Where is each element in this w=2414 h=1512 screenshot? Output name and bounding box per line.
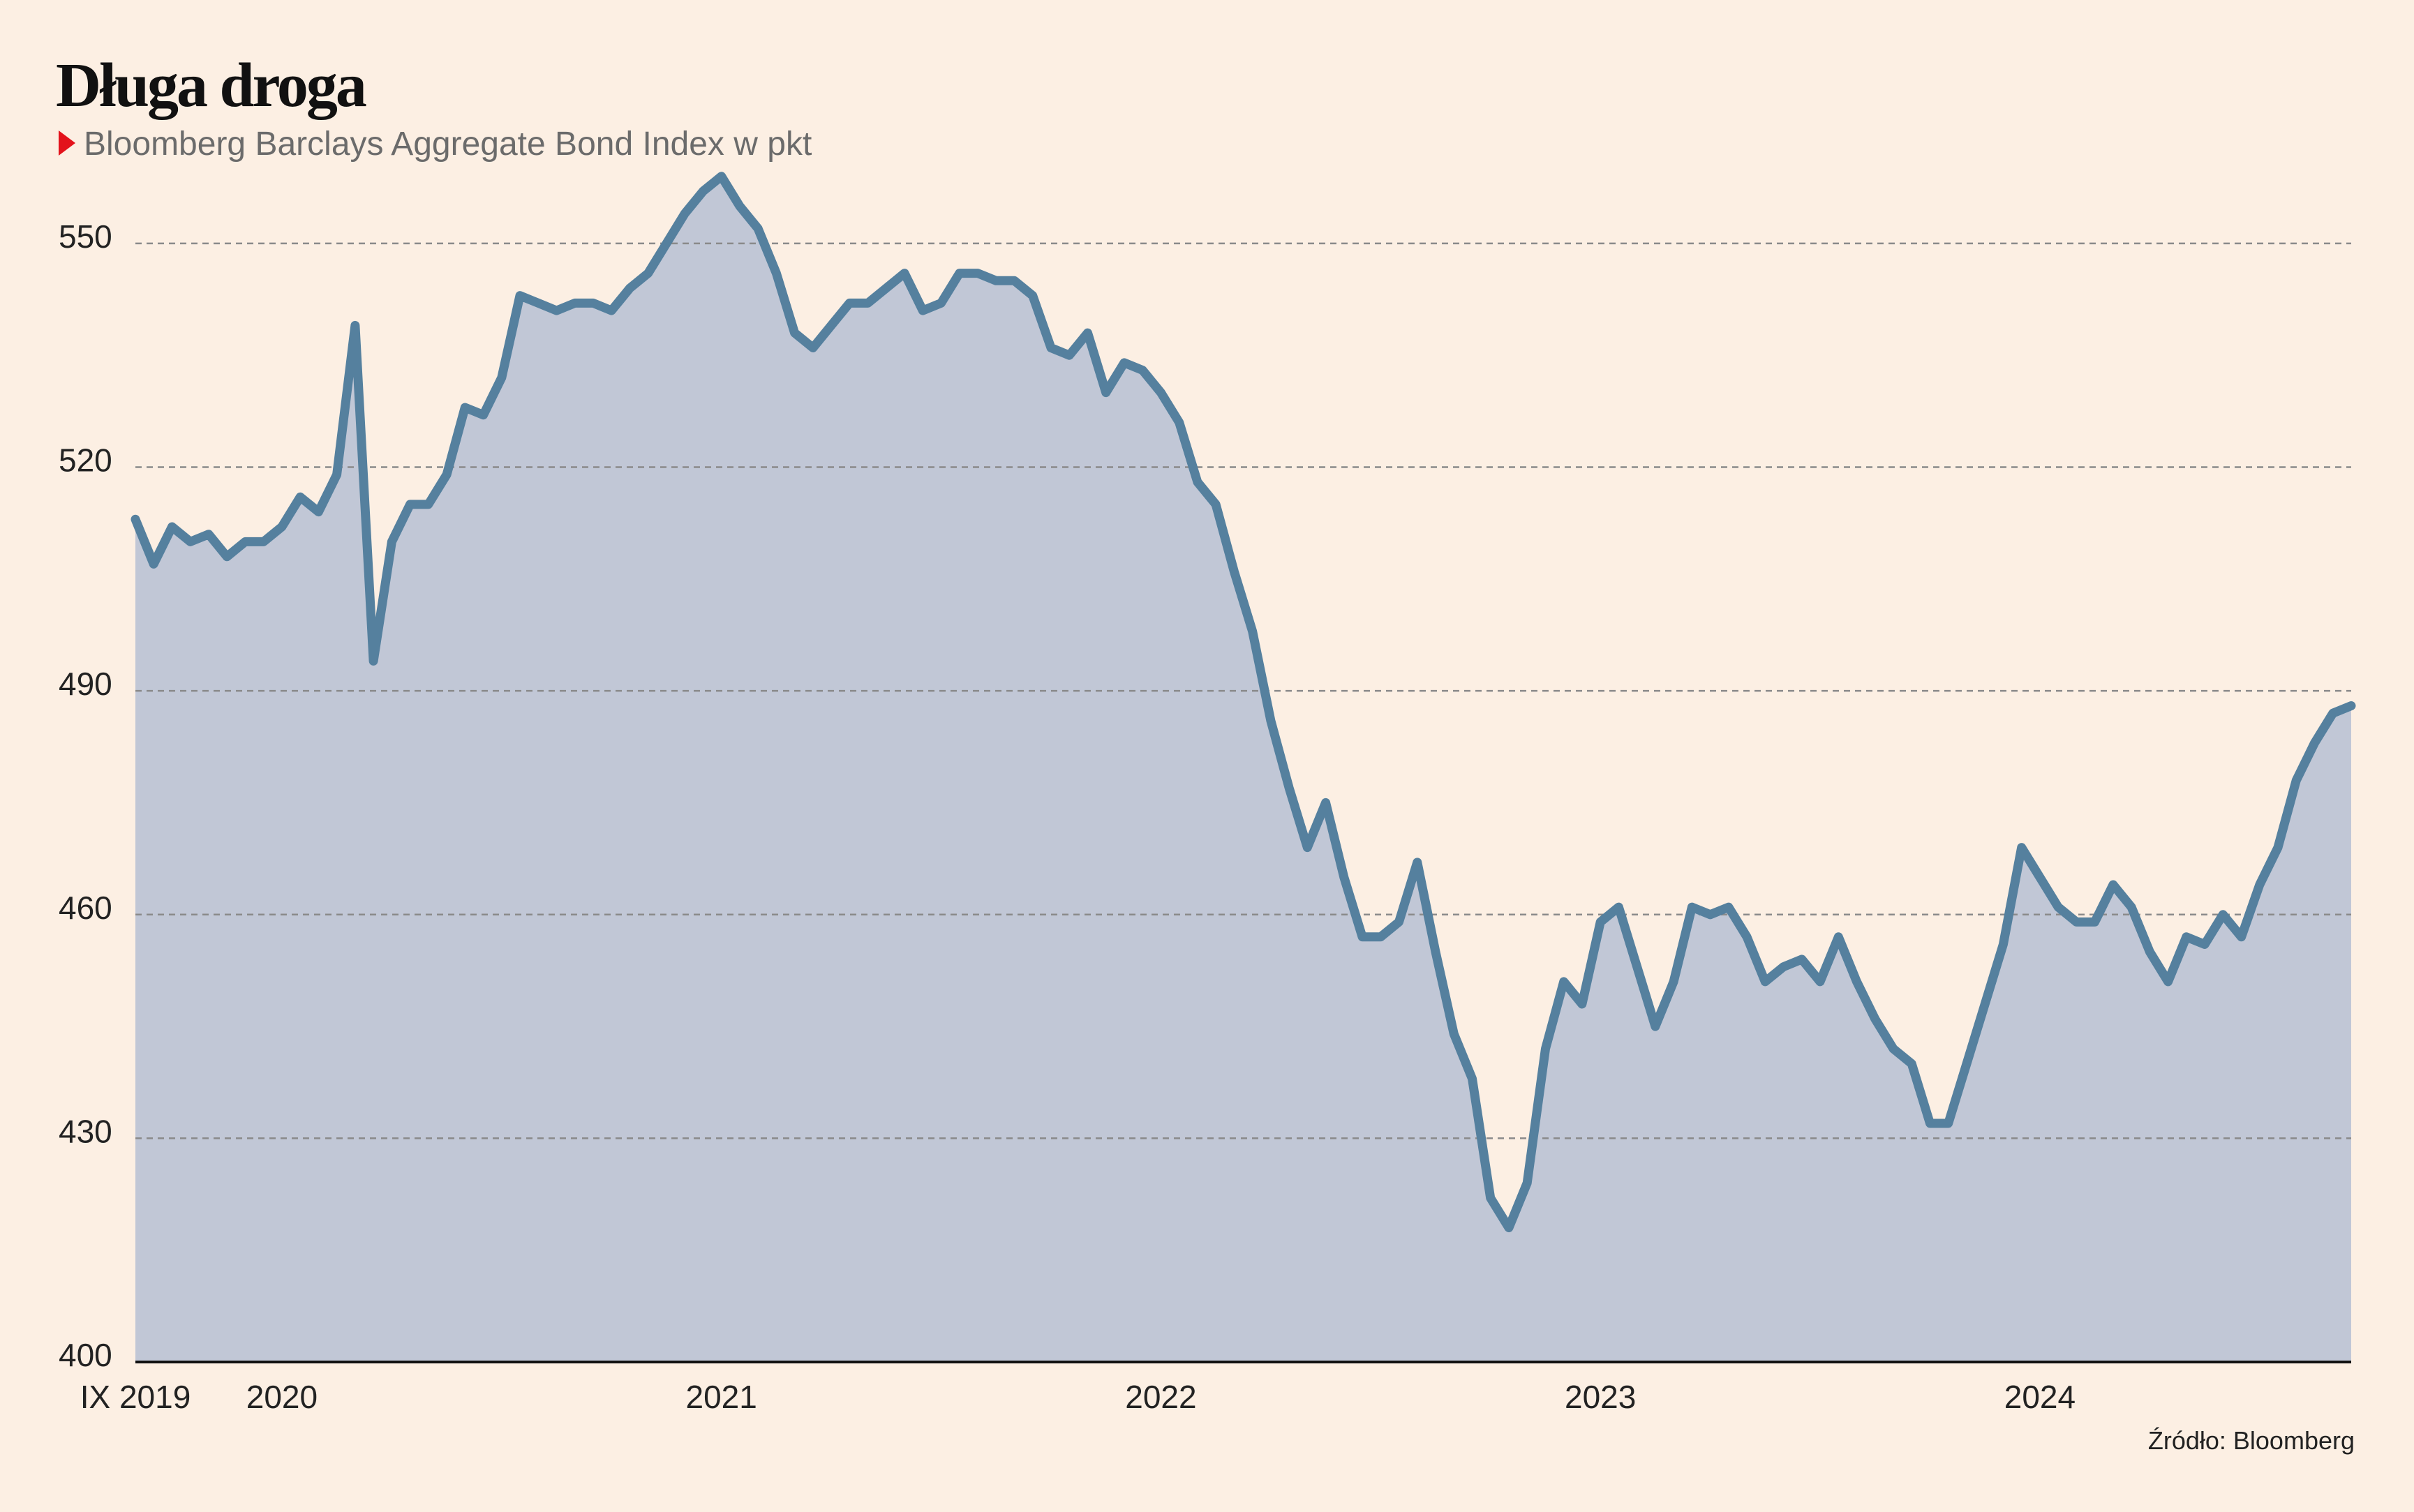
x-tick-label: 2020	[246, 1379, 318, 1415]
y-tick-label: 430	[59, 1113, 112, 1149]
area-fill	[135, 176, 2351, 1363]
x-tick-label: 2022	[1125, 1379, 1196, 1415]
x-tick-label: IX 2019	[80, 1379, 191, 1415]
y-tick-label: 550	[59, 218, 112, 255]
x-tick-label: 2024	[2004, 1379, 2076, 1415]
y-tick-label: 490	[59, 666, 112, 702]
y-tick-label: 460	[59, 890, 112, 926]
chart-title: Długa droga	[56, 51, 366, 120]
subtitle-marker	[59, 130, 75, 156]
line	[131, 172, 2356, 1233]
y-tick-label: 400	[59, 1337, 112, 1373]
chart-subtitle: Bloomberg Barclays Aggregate Bond Index …	[84, 126, 812, 163]
y-tick-label: 520	[59, 442, 112, 479]
x-tick-label: 2021	[685, 1379, 757, 1415]
source-note: Źródło: Bloomberg	[2148, 1426, 2355, 1455]
x-tick-label: 2023	[1565, 1379, 1636, 1415]
